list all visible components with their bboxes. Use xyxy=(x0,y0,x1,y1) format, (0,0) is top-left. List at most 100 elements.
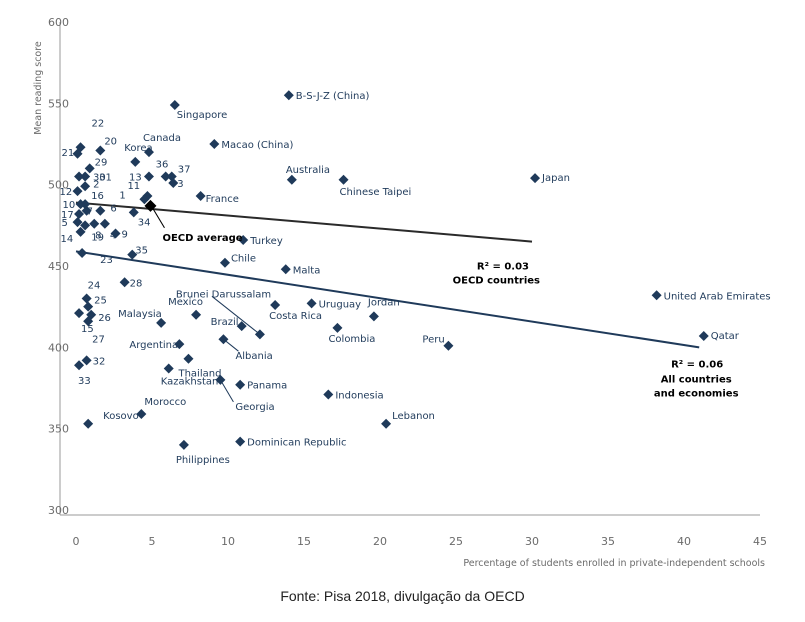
data-point xyxy=(698,330,709,341)
leader-line xyxy=(223,338,239,352)
data-label: 13 xyxy=(129,173,142,184)
data-point xyxy=(74,308,85,319)
x-axis-title: Percentage of students enrolled in priva… xyxy=(463,558,765,569)
data-label: Malta xyxy=(293,265,321,276)
data-label: Morocco xyxy=(144,397,186,408)
y-tick-label: 400 xyxy=(48,341,69,354)
x-tick-label: 25 xyxy=(449,535,463,548)
data-point xyxy=(651,290,662,301)
axes xyxy=(59,22,760,516)
x-tick-label: 5 xyxy=(149,535,156,548)
data-label: 6 xyxy=(110,204,116,215)
data-point xyxy=(89,218,100,229)
data-point xyxy=(81,355,92,366)
data-point xyxy=(236,321,247,332)
data-label: 14 xyxy=(61,234,74,245)
data-label: 19 xyxy=(91,233,104,244)
data-label: Jordan xyxy=(367,297,400,308)
x-tick-label: 15 xyxy=(297,535,311,548)
data-label: Mexico xyxy=(168,297,203,308)
data-point xyxy=(80,220,91,231)
r2-oecd-label: R² = 0.03 xyxy=(477,262,529,273)
data-label: 24 xyxy=(88,281,101,292)
data-point xyxy=(127,249,138,260)
data-label: Thailand xyxy=(177,369,221,380)
data-point xyxy=(143,147,154,158)
x-tick-label: 40 xyxy=(677,535,691,548)
data-point xyxy=(72,186,83,197)
data-point xyxy=(143,171,154,182)
data-label: Kosovo xyxy=(103,411,139,422)
data-point xyxy=(209,139,220,149)
data-point xyxy=(83,418,94,429)
data-point xyxy=(219,257,230,268)
data-label: 2 xyxy=(93,179,99,190)
data-label: Philippines xyxy=(176,455,230,466)
data-label: 33 xyxy=(78,376,91,387)
annotations: OECD average R² = 0.03 OECD countries R² = … xyxy=(144,199,739,399)
data-point xyxy=(99,218,110,229)
data-point xyxy=(74,171,85,182)
data-point xyxy=(332,322,343,333)
data-point xyxy=(178,439,189,450)
data-label: 26 xyxy=(98,313,111,324)
data-point xyxy=(83,301,94,312)
oecd-countries-label: OECD countries xyxy=(453,276,540,287)
data-label: 25 xyxy=(94,296,107,307)
data-label: 29 xyxy=(95,157,108,168)
data-label: B-S-J-Z (China) xyxy=(296,91,370,102)
data-label: 36 xyxy=(156,160,169,171)
data-label: 12 xyxy=(60,187,73,198)
data-label: Korea xyxy=(124,143,152,154)
data-point xyxy=(163,363,174,374)
data-point xyxy=(81,205,92,216)
data-label: 30 xyxy=(93,173,106,184)
oecd-average-leader xyxy=(152,207,165,229)
data-point xyxy=(83,316,94,327)
data-label: United Arab Emirates xyxy=(664,291,771,302)
data-point xyxy=(119,277,130,288)
y-tick-label: 500 xyxy=(48,179,69,192)
data-point xyxy=(160,171,171,182)
data-label: 4 xyxy=(110,231,116,242)
y-tick-label: 350 xyxy=(48,423,69,436)
data-point xyxy=(77,247,88,258)
data-label: Argentina xyxy=(129,340,178,351)
data-label: 34 xyxy=(138,217,151,228)
data-label: Japan xyxy=(541,173,570,184)
data-point xyxy=(338,174,349,185)
data-label: 17 xyxy=(61,210,74,221)
chart-area: 0 5 10 15 20 25 30 35 40 45 300 350 400 450 500 550 600… xyxy=(33,16,771,569)
leader-line xyxy=(219,379,234,403)
y-tick-label: 450 xyxy=(48,260,69,273)
data-point xyxy=(306,298,317,309)
data-point xyxy=(191,309,202,320)
data-point xyxy=(156,317,167,328)
data-point xyxy=(72,148,83,159)
y-tick-label: 550 xyxy=(48,97,69,110)
x-tick-label: 45 xyxy=(753,535,767,548)
data-label: Georgia xyxy=(235,402,274,413)
data-label: 9 xyxy=(122,229,128,240)
data-point xyxy=(443,340,454,351)
data-label: Albania xyxy=(235,351,272,362)
data-label: 23 xyxy=(100,255,113,266)
y-tick-label: 300 xyxy=(48,504,69,517)
trend-lines xyxy=(75,201,700,349)
data-label: 1 xyxy=(119,190,125,201)
data-label: Singapore xyxy=(177,110,227,121)
scatter-chart: 0 5 10 15 20 25 30 35 40 45 300350400450500550600… xyxy=(33,16,771,569)
oecd-average-label: OECD average xyxy=(162,233,242,244)
data-label: Brunei Darussalam xyxy=(176,289,271,300)
data-label: Panama xyxy=(247,381,287,392)
data-point xyxy=(280,264,291,275)
data-point xyxy=(136,409,147,420)
data-label: 22 xyxy=(92,118,105,129)
data-label: 27 xyxy=(92,334,105,345)
data-label: Canada xyxy=(143,133,181,144)
data-point xyxy=(235,379,246,390)
data-label: Brazil xyxy=(211,317,239,328)
data-label: Malaysia xyxy=(118,309,162,320)
x-tick-labels: 0 5 10 15 20 25 30 35 40 45 xyxy=(73,535,768,548)
figure-caption: Fonte: Pisa 2018, divulgação da OECD xyxy=(280,588,525,604)
